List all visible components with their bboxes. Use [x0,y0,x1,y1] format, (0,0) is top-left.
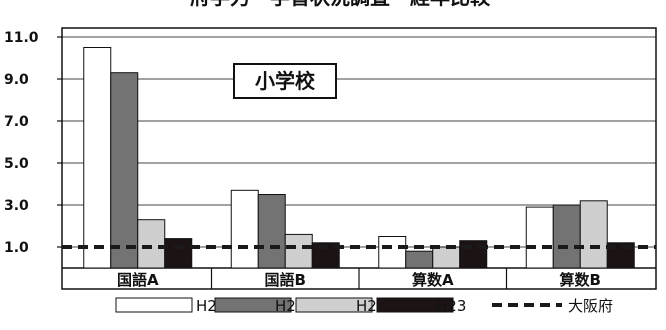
inset-label-box [233,63,337,99]
y-tick-label: 11.0 [4,30,39,46]
y-tick-label: 7.0 [4,114,29,130]
x-tick-label: 算数A [412,271,454,289]
axis-layer: 11.0 9.0 7.0 5.0 3.0 1.0 国語A 国語B 算数A 算数B [4,27,657,290]
bar-H21-2 [405,250,434,269]
bar-H21-3 [552,204,581,269]
bar-H22-3 [579,200,608,269]
bars-layer [83,47,635,269]
inset-label-group: 小学校 [233,63,337,99]
legend-swatch-H20 [115,297,193,313]
legend-swatch-H23 [376,297,454,313]
bar-H22-2 [432,246,461,269]
bar-H23-0 [164,238,193,269]
legend-swatch-H22 [295,297,373,313]
chart-title: 府学力・学習状況調査 経年比較 [190,0,491,9]
x-tick-label: 算数B [560,271,601,289]
legend-label: 大阪府 [568,297,613,315]
bar-H21-1 [257,194,286,269]
y-tick-label: 3.0 [4,198,29,214]
bar-H20-0 [83,47,112,269]
legend: H20 H21 H22 H23 大阪府 [115,297,613,315]
y-tick-label: 1.0 [4,240,29,256]
chart-title-group: 府学力・学習状況調査 経年比較 [190,0,491,9]
y-tick-label: 5.0 [4,156,29,172]
legend-label: H23 [436,297,466,315]
bar-H21-0 [110,72,139,269]
x-tick-label: 国語A [117,271,159,289]
bar-H20-1 [230,189,259,269]
y-tick-label: 9.0 [4,72,29,88]
bar-H22-1 [284,233,313,269]
inset-label: 小学校 [255,69,316,93]
bar-H22-0 [137,219,166,269]
x-tick-label: 国語B [265,271,306,289]
legend-swatch-H21 [214,297,292,313]
bar-H20-3 [525,206,554,269]
bar-H20-2 [378,236,407,269]
bar-H23-2 [459,240,488,269]
